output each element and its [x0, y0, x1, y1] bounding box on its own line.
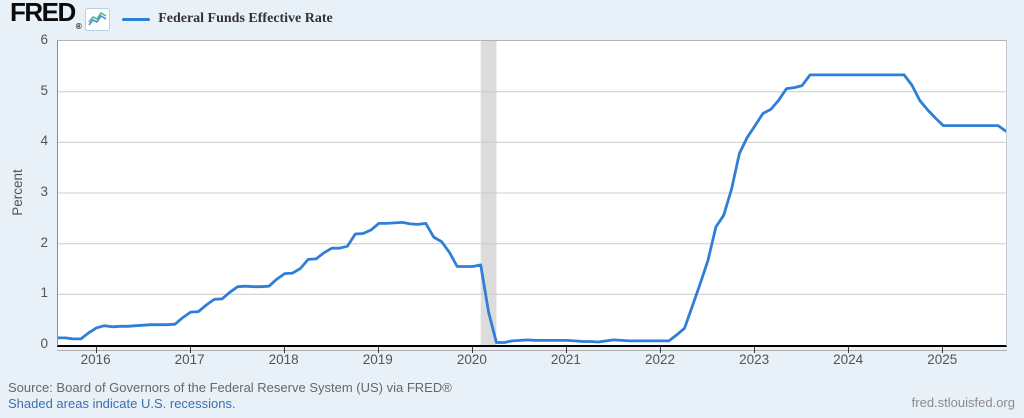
x-axis-tick [471, 347, 473, 353]
x-axis-tick [283, 347, 285, 353]
registered-mark: ® [75, 21, 82, 31]
x-axis-tick-label: 2022 [644, 352, 676, 367]
x-axis-tick [942, 347, 944, 353]
x-axis-tick-label: 2021 [550, 352, 581, 367]
x-axis-tick [377, 347, 379, 353]
x-axis-tick-label: 2023 [739, 352, 770, 367]
line-chart-canvas[interactable] [58, 41, 1006, 345]
fred-logo-text: FRED [10, 0, 76, 27]
x-axis-tick-label: 2020 [456, 352, 487, 367]
x-axis-tick [848, 347, 850, 353]
chart-icon [85, 7, 111, 31]
x-axis-tick-label: 2024 [833, 352, 864, 367]
y-axis-tick-label: 3 [40, 184, 48, 199]
y-axis-tick-label: 1 [40, 285, 48, 301]
recession-note-link[interactable]: Shaded areas indicate U.S. recessions. [8, 395, 236, 411]
fred-logo[interactable]: FRED® [10, 0, 82, 40]
y-axis-tick-label: 2 [40, 234, 48, 250]
x-axis-tick [754, 347, 756, 353]
legend-series-label: Federal Funds Effective Rate [158, 11, 333, 26]
series-line [58, 73, 1006, 344]
x-axis-tick [189, 347, 191, 353]
y-axis-tick-label: 0 [40, 336, 48, 351]
source-attribution: Source: Board of Governors of the Federa… [8, 380, 452, 395]
x-axis-tick-label: 2016 [80, 352, 111, 367]
legend-line-swatch [122, 17, 151, 21]
fred-site-link[interactable]: fred.stlouisfed.org [911, 395, 1015, 410]
plot-area[interactable] [57, 40, 1007, 347]
graph-header: FRED® Federal Funds Effective Rate [10, 0, 333, 32]
y-axis-tick-label: 5 [40, 82, 48, 98]
y-axis-tick-label: 4 [40, 133, 48, 149]
x-axis-tick-label: 2025 [927, 352, 958, 367]
x-axis-tick [660, 347, 661, 353]
x-axis-tick-label: 2018 [268, 352, 299, 367]
footer-notes: Source: Board of Governors of the Federa… [8, 380, 452, 411]
x-axis-tick-label: 2019 [362, 352, 393, 367]
x-axis-tick [565, 347, 567, 353]
x-axis-tick [95, 347, 97, 353]
x-axis-baseline [57, 350, 1007, 351]
x-axis-tick-label: 2017 [174, 352, 205, 367]
y-axis-tick-label: 6 [40, 32, 48, 47]
